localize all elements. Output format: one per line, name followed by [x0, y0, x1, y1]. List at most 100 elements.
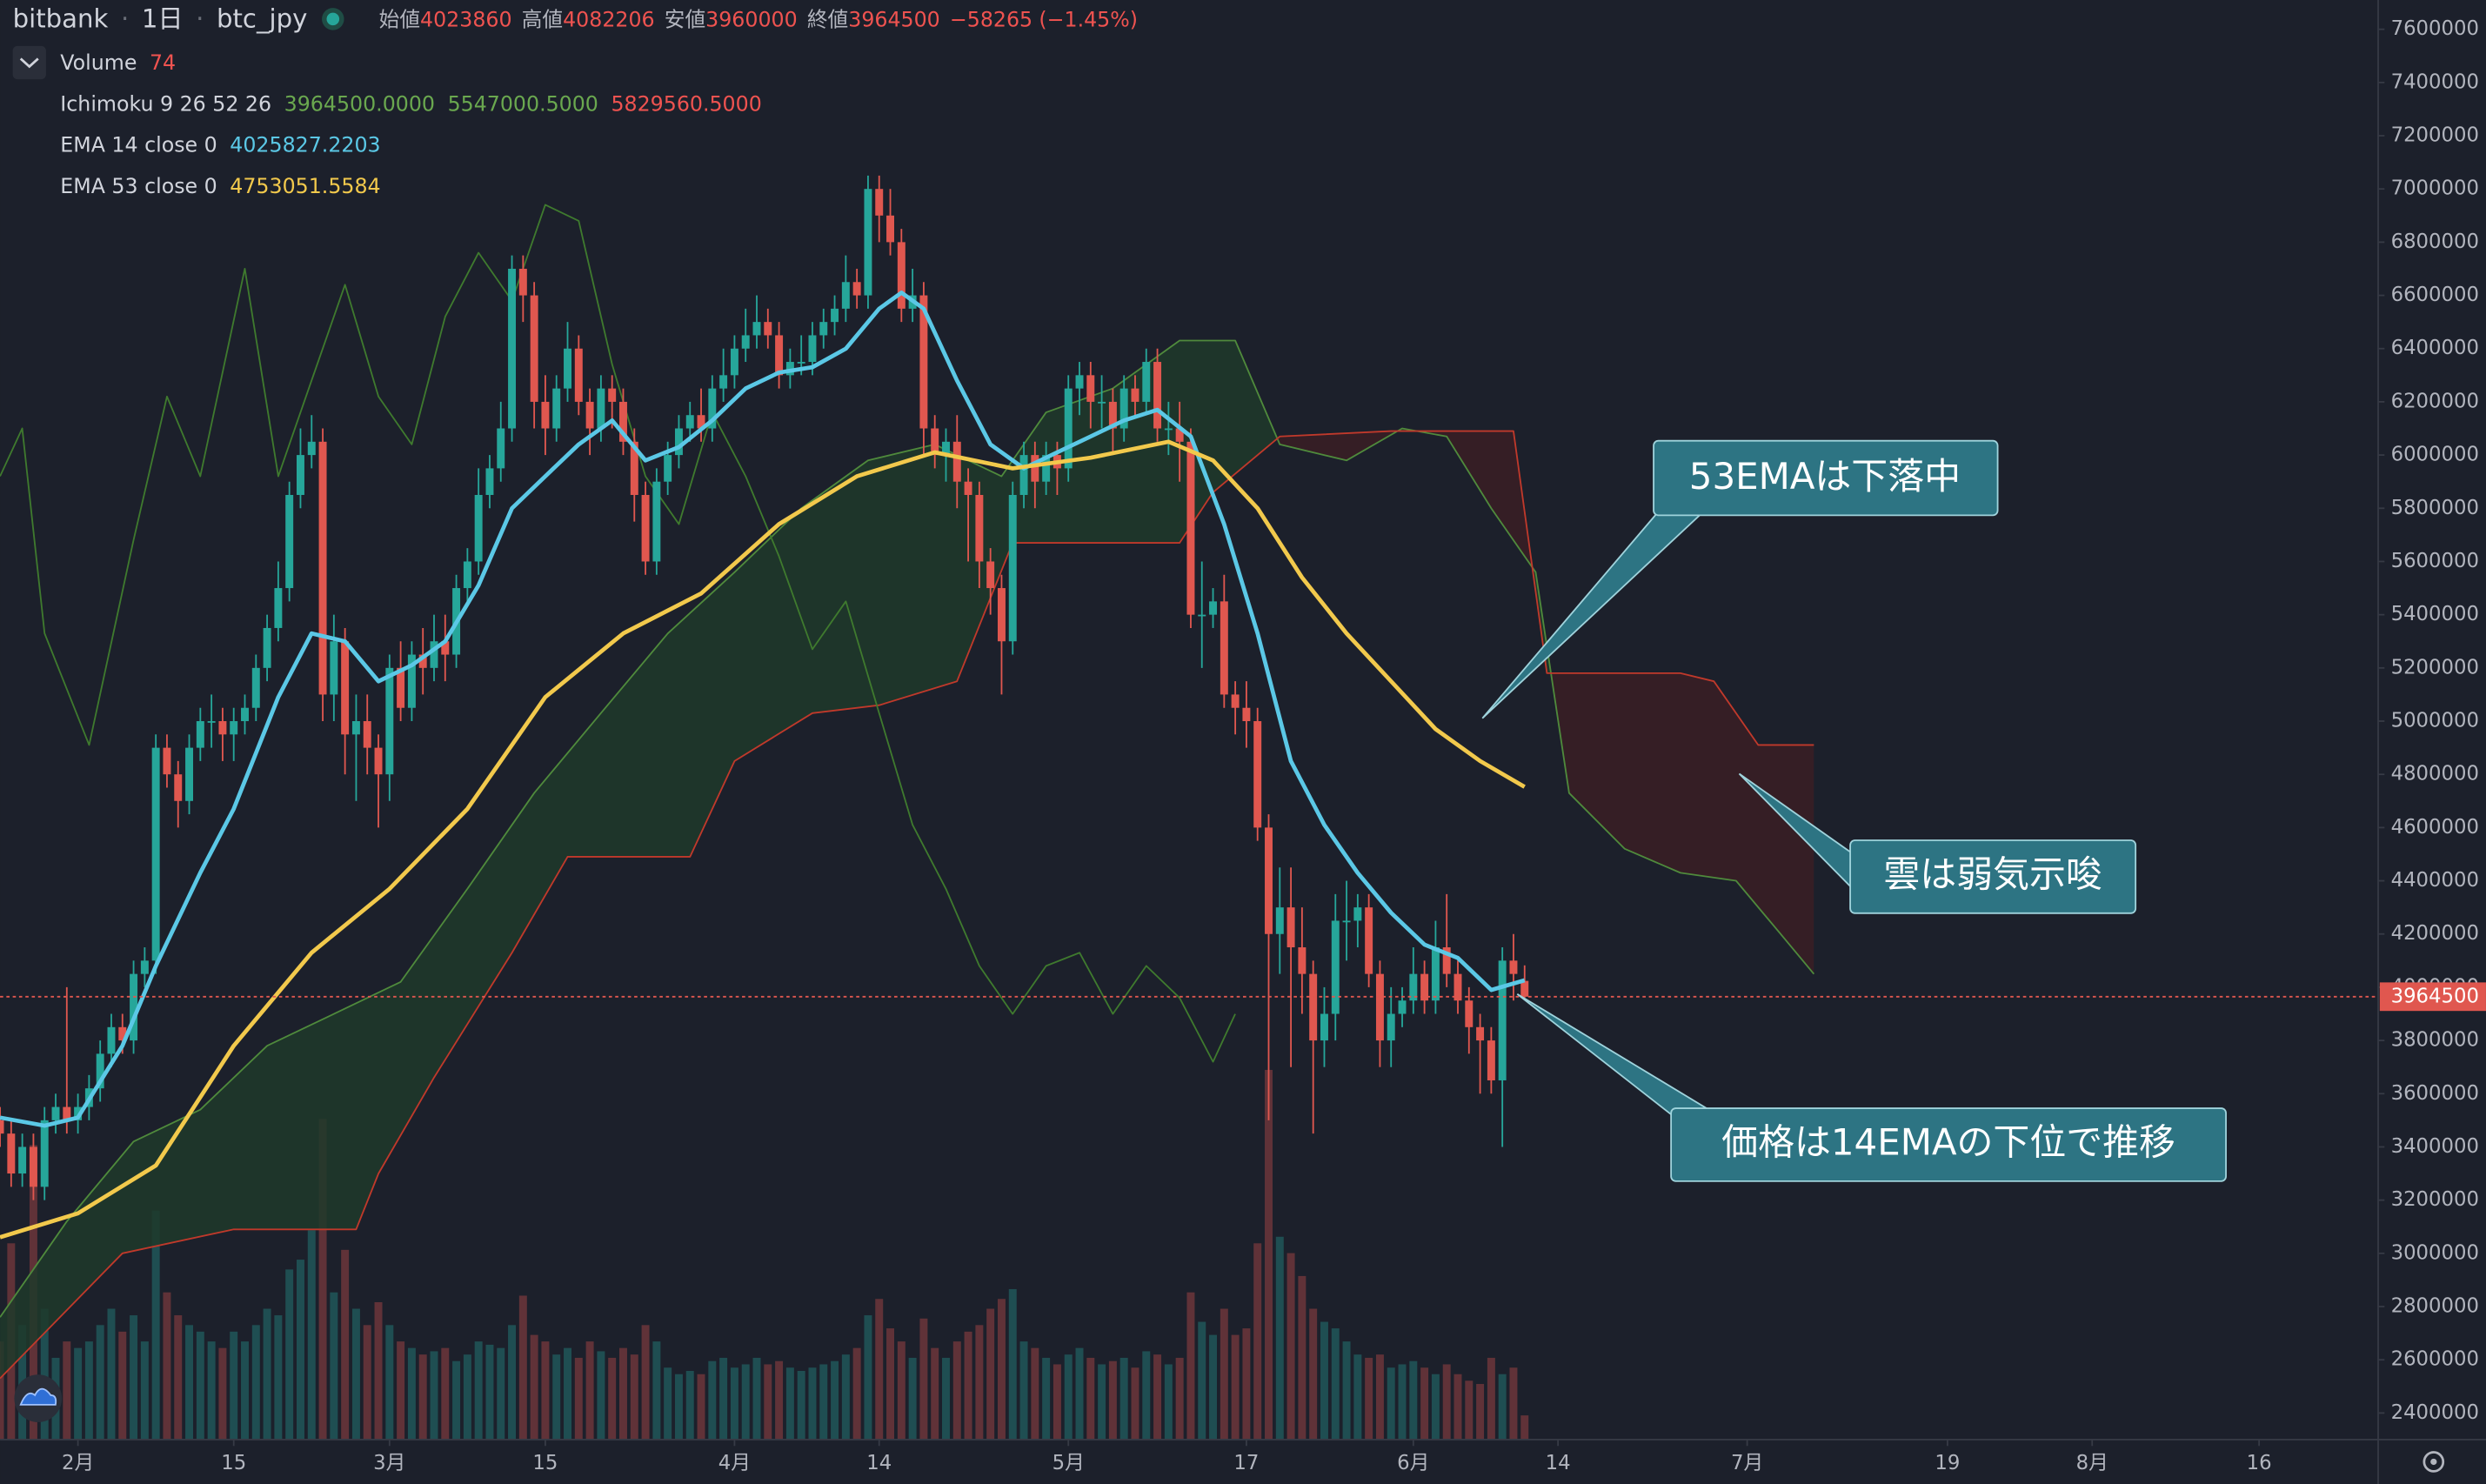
- candle-body: [485, 468, 494, 495]
- candle-body: [1365, 907, 1373, 974]
- candle-body: [1253, 721, 1262, 828]
- candle-body: [697, 415, 705, 429]
- volume-bar: [207, 1341, 216, 1440]
- y-tick-label: 3200000: [2391, 1188, 2479, 1211]
- candle-body: [819, 322, 828, 336]
- candle-body: [341, 641, 350, 735]
- volume-bar: [785, 1367, 794, 1440]
- candle-body: [741, 335, 750, 349]
- change: −58265: [950, 7, 1032, 31]
- volume-bar: [96, 1325, 104, 1440]
- candle-body: [1153, 362, 1162, 429]
- volume-bar: [964, 1331, 972, 1440]
- candle-body: [552, 388, 561, 429]
- candle-body: [230, 721, 238, 735]
- volume-bar: [397, 1341, 405, 1440]
- candle-body: [207, 721, 216, 723]
- volume-bar: [151, 1210, 160, 1440]
- candle-body: [652, 481, 661, 562]
- candle-body: [1498, 960, 1507, 1080]
- candle-body: [1031, 455, 1039, 482]
- candle-body: [1064, 388, 1073, 469]
- volume-bar: [931, 1347, 939, 1440]
- candle-body: [1487, 1040, 1495, 1080]
- volume-bar: [1420, 1367, 1429, 1440]
- volume-bar: [1175, 1357, 1184, 1440]
- annotation: 価格は14EMAの下位で推移: [1721, 1120, 2175, 1163]
- candle-body: [518, 268, 527, 296]
- y-tick-label: 3400000: [2391, 1135, 2479, 1158]
- volume-bar: [485, 1344, 494, 1440]
- x-tick-label: 17: [1233, 1452, 1259, 1474]
- callout-box: [1849, 839, 2137, 914]
- candle-body: [708, 388, 717, 429]
- candle-body: [51, 1106, 60, 1120]
- volume-bar: [730, 1367, 738, 1440]
- volume-bar: [697, 1374, 705, 1440]
- x-tick-label: 8月: [2076, 1452, 2108, 1474]
- collapse-button[interactable]: [12, 45, 46, 80]
- settings-button[interactable]: [2423, 1451, 2445, 1473]
- candle-body: [307, 441, 316, 456]
- candle-body: [1309, 973, 1318, 1041]
- volume-bar: [474, 1341, 483, 1440]
- candle-body: [785, 362, 794, 376]
- candle-body: [852, 282, 861, 296]
- volume-bar: [74, 1347, 83, 1440]
- candle-body: [886, 215, 895, 243]
- volume-bar: [84, 1341, 93, 1440]
- volume-bar: [741, 1364, 750, 1440]
- y-tick-label: 4600000: [2391, 816, 2479, 839]
- candle-body: [1454, 973, 1462, 1001]
- volume-bar: [196, 1331, 204, 1440]
- candle-body: [351, 721, 360, 735]
- candle-body: [196, 721, 204, 748]
- volume-bar: [1186, 1292, 1195, 1440]
- high-label: 高値: [522, 7, 563, 31]
- y-tick-label: 4800000: [2391, 763, 2479, 785]
- candle-body: [397, 667, 405, 708]
- volume-bar: [819, 1364, 828, 1440]
- candle-body: [841, 282, 850, 309]
- volume-bar: [118, 1331, 127, 1440]
- volume-bar: [1142, 1351, 1151, 1440]
- candle-body: [1420, 973, 1429, 1001]
- y-tick-label: 7000000: [2391, 177, 2479, 200]
- volume-bar: [1253, 1243, 1262, 1440]
- axes: 2400000 2600000 2800000 3000000 3200000 34000…: [62, 17, 2486, 1474]
- candle-body: [251, 667, 260, 708]
- candle-body: [1164, 428, 1173, 431]
- candle-body: [63, 1106, 71, 1120]
- legend-label: EMA 53 close 0: [60, 174, 217, 198]
- candle-body: [919, 295, 928, 429]
- y-tick-label: 4200000: [2391, 922, 2479, 945]
- volume-bar: [630, 1354, 638, 1440]
- y-tick-label: 5400000: [2391, 603, 2479, 625]
- volume-bar: [1331, 1328, 1340, 1440]
- y-tick-label: 6400000: [2391, 337, 2479, 359]
- ema-line: [0, 291, 1526, 1128]
- x-tick-label: 3月: [373, 1452, 405, 1474]
- candle-body: [752, 322, 761, 336]
- x-tick-label: 19: [1935, 1452, 1960, 1474]
- volume-bar: [986, 1308, 995, 1440]
- candle-body: [0, 1120, 4, 1134]
- volume-bar: [664, 1367, 672, 1440]
- x-tick-label: 14: [866, 1452, 892, 1474]
- volume-bar: [430, 1351, 438, 1440]
- candle-body: [797, 362, 805, 364]
- volume-bar: [251, 1325, 260, 1440]
- volume-bar: [1220, 1308, 1228, 1440]
- volume-bar: [1231, 1334, 1240, 1440]
- candle-body: [1476, 1026, 1485, 1041]
- volume-bar: [775, 1360, 784, 1440]
- volume-bar: [518, 1295, 527, 1440]
- last-price-box: [2379, 982, 2486, 1012]
- volume-bar: [185, 1325, 194, 1440]
- candle-body: [641, 494, 650, 562]
- volume-bar: [130, 1315, 138, 1440]
- x-tick-label: 6月: [1397, 1452, 1429, 1474]
- x-tick-label: 5月: [1053, 1452, 1085, 1474]
- volume-bar: [797, 1370, 805, 1440]
